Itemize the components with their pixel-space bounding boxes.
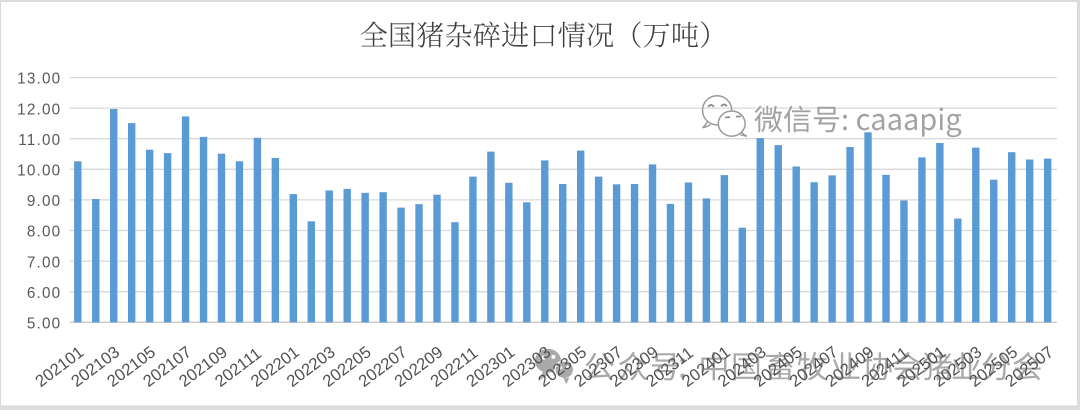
svg-text:6.00: 6.00	[27, 285, 62, 302]
svg-text:12.00: 12.00	[17, 101, 61, 118]
svg-text:9.00: 9.00	[27, 193, 62, 210]
svg-text:5.00: 5.00	[27, 316, 62, 333]
svg-text:11.00: 11.00	[18, 132, 61, 149]
svg-text:10.00: 10.00	[17, 163, 61, 180]
svg-text:8.00: 8.00	[27, 224, 62, 241]
svg-text:7.00: 7.00	[27, 254, 62, 271]
svg-text:13.00: 13.00	[17, 71, 61, 88]
